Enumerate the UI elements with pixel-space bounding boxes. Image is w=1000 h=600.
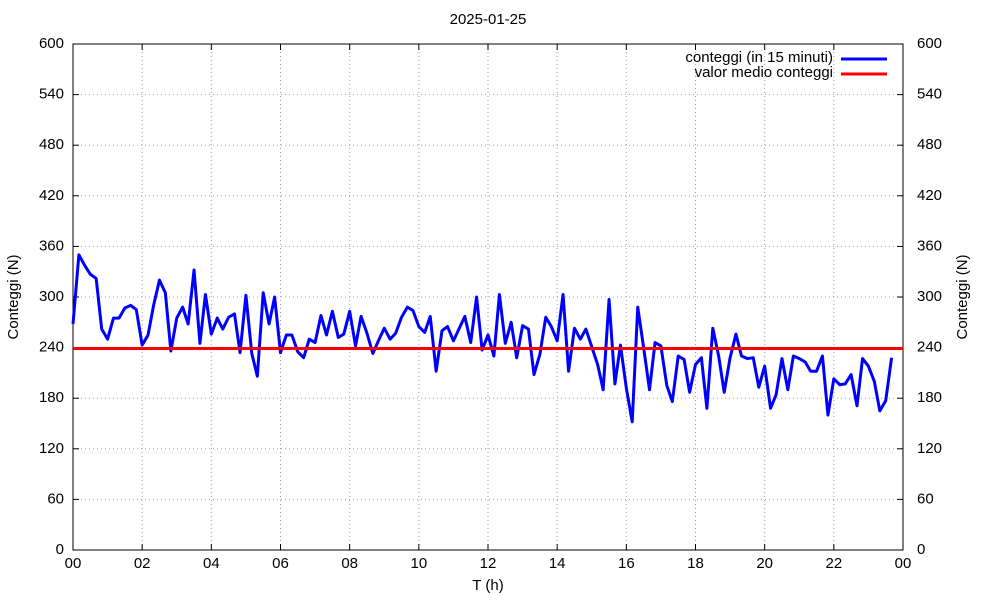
y-tick-label: 420 [39,187,64,204]
x-tick-label: 06 [272,555,289,572]
y-tick-label: 120 [39,440,64,457]
y-tick-label: 360 [39,237,64,254]
y2-axis-label: Conteggi (N) [954,254,971,339]
y2-tick-label: 480 [917,136,942,153]
y2-tick-label: 360 [917,237,942,254]
x-tick-label: 08 [341,555,358,572]
y2-tick-label: 540 [917,86,942,103]
x-tick-label: 04 [203,555,220,572]
plot-frame [72,43,904,551]
y2-tick-label: 0 [917,541,925,558]
x-tick-label: 00 [895,555,912,572]
legend-label: conteggi (in 15 minuti) [685,49,833,66]
x-tick-label: 02 [134,555,151,572]
y-tick-label: 180 [39,389,64,406]
x-tick-label: 14 [549,555,566,572]
x-tick-label: 16 [618,555,635,572]
y2-tick-label: 240 [917,339,942,356]
legend-label: valor medio conteggi [695,64,833,81]
y-tick-label: 300 [39,288,64,305]
y2-tick-label: 600 [917,35,942,52]
x-tick-label: 12 [480,555,497,572]
y-tick-label: 540 [39,86,64,103]
x-tick-label: 22 [825,555,842,572]
x-tick-label: 20 [756,555,773,572]
y-tick-label: 0 [56,541,64,558]
y-axis-label: Conteggi (N) [5,254,22,339]
y2-tick-label: 420 [917,187,942,204]
y2-tick-label: 300 [917,288,942,305]
y-tick-label: 60 [47,490,64,507]
x-axis-label: T (h) [472,577,503,594]
x-tick-label: 10 [410,555,427,572]
data-line [71,253,894,424]
y-tick-label: 600 [39,35,64,52]
chart-title: 2025-01-25 [450,11,527,28]
y2-tick-label: 180 [917,389,942,406]
y-tick-label: 480 [39,136,64,153]
y2-tick-label: 120 [917,440,942,457]
y2-tick-label: 60 [917,490,934,507]
y-tick-label: 240 [39,339,64,356]
x-tick-label: 00 [65,555,82,572]
x-tick-label: 18 [687,555,704,572]
